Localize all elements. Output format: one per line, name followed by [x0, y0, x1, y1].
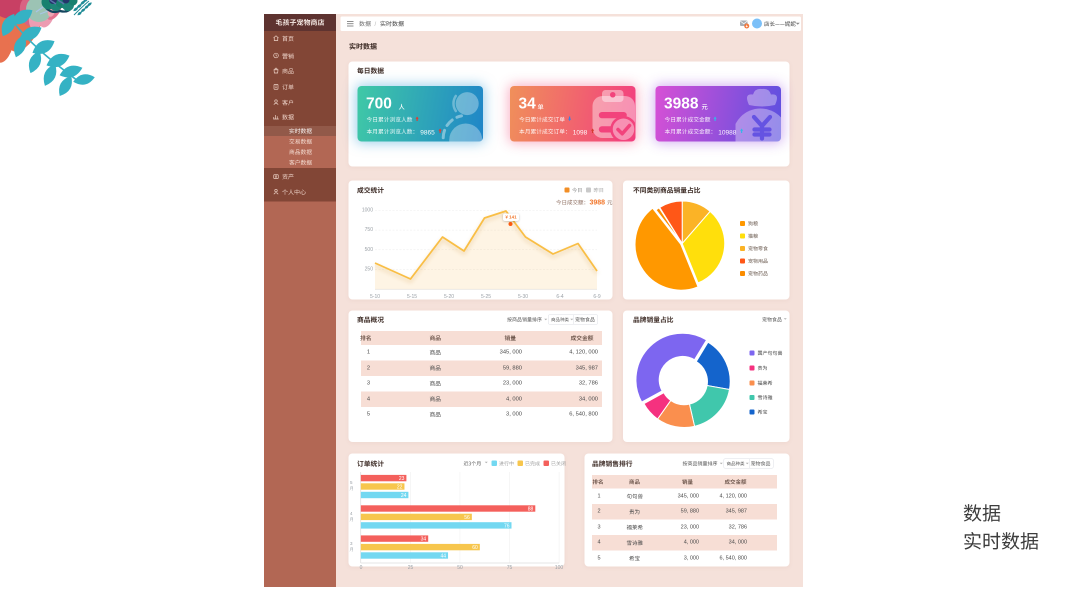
svg-text:23: 23: [399, 476, 405, 482]
svg-text:76: 76: [504, 523, 510, 529]
svg-text:44: 44: [440, 553, 446, 559]
svg-text:60: 60: [472, 545, 478, 551]
svg-text:56: 56: [464, 515, 470, 521]
svg-text:34: 34: [421, 537, 427, 543]
svg-text:24: 24: [401, 493, 407, 499]
svg-text:22: 22: [397, 484, 403, 490]
svg-text:88: 88: [528, 506, 534, 512]
